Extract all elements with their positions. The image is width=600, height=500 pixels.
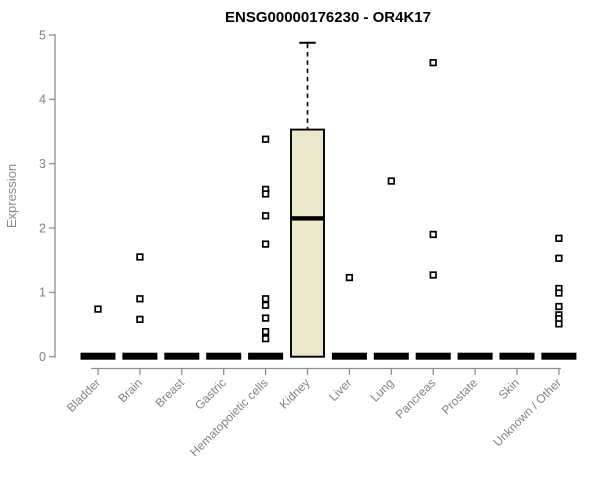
outlier-point-hematopoietic-cells [261,240,270,248]
outlier-point-unknown-other [555,302,563,311]
outlier-point-pancreas [429,230,437,239]
collapsed-box-unknown-other [541,352,577,360]
x-tick-label-kidney: Kidney [277,376,313,412]
outlier-point-hematopoietic-cells [261,314,270,322]
x-tick-label-skin: Skin [496,376,522,402]
collapsed-box-breast [164,352,200,360]
outlier-point-lung [387,177,395,185]
outlier-point-liver [345,273,354,282]
collapsed-box-hematopoietic-cells [248,352,284,360]
collapsed-box-brain [122,352,158,360]
chart-title: ENSG00000176230 - OR4K17 [225,9,431,26]
y-tick-label-5: 5 [39,28,46,42]
x-tick-label-prostate: Prostate [439,376,481,418]
box-kidney [290,128,325,358]
plot-layer: 0 1 2 3 4 5 Bladder Brain Breast GastricHematopoi… [39,28,577,459]
outlier-point-brain [136,253,144,261]
collapsed-box-prostate [457,352,493,360]
outlier-point-hematopoietic-cells [261,335,270,343]
collapsed-box-liver [331,352,367,360]
outlier-point-hematopoietic-cells [261,212,270,220]
x-tick-label-bladder: Bladder [64,376,103,415]
collapsed-box-bladder [80,352,116,360]
x-tick-label-gastric: Gastric [192,376,229,413]
outlier-point-unknown-other [555,320,563,328]
y-tick-label-3: 3 [39,157,46,171]
outlier-point-unknown-other [555,289,563,297]
x-tick-label-pancreas: Pancreas [393,376,439,422]
outlier-point-brain [136,295,144,303]
outlier-point-hematopoietic-cells [261,190,270,198]
outlier-point-brain [136,315,144,324]
x-tick-label-lung: Lung [368,376,397,405]
y-tick-label-0: 0 [39,350,46,364]
median-line-kidney [291,216,324,221]
collapsed-box-gastric [206,352,242,360]
y-tick-label-2: 2 [39,221,46,235]
outlier-point-hematopoietic-cells [261,327,270,336]
x-tick-label-brain: Brain [115,376,145,406]
x-tick-label-hematopoietic-cells: Hematopoietic cells [187,376,270,459]
y-axis-label: Expression [4,164,19,228]
collapsed-box-pancreas [415,352,451,360]
outlier-point-hematopoietic-cells [261,301,270,309]
y-tick-label-1: 1 [39,286,46,300]
outlier-point-bladder [94,305,102,313]
outlier-point-unknown-other [555,254,563,262]
outlier-point-pancreas [429,59,437,67]
collapsed-box-lung [373,352,409,360]
x-tick-label-breast: Breast [152,375,187,410]
outlier-point-pancreas [429,271,437,279]
collapsed-box-skin [499,352,535,360]
x-tick-label-liver: Liver [326,376,354,404]
outlier-point-hematopoietic-cells [261,135,270,143]
outlier-point-unknown-other [555,234,563,242]
outlier-point-hematopoietic-cells [261,295,270,303]
y-tick-label-4: 4 [39,93,46,107]
